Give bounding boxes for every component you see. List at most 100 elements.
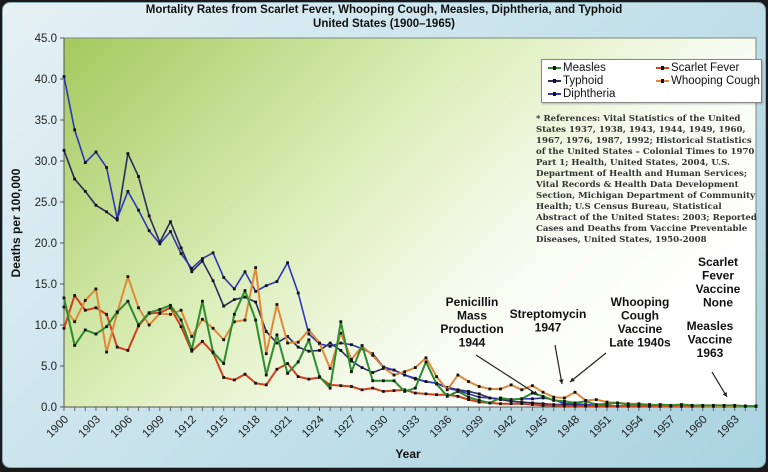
data-point-whooping-cough — [445, 388, 449, 392]
data-point-scarlet-fever — [477, 400, 481, 404]
legend-item-measles: Measles — [548, 62, 606, 74]
data-point-whooping-cough — [552, 395, 556, 399]
data-point-scarlet-fever — [105, 312, 108, 316]
data-point-scarlet-fever — [296, 375, 300, 379]
legend-item-whooping-cough: Whooping Cough — [656, 75, 760, 87]
data-point-measles — [456, 390, 460, 393]
annotation-text: Whooping — [611, 295, 670, 309]
data-point-whooping-cough — [381, 366, 385, 370]
data-point-diphtheria — [584, 403, 588, 406]
y-tick-label: 15.0 — [35, 279, 57, 291]
x-tick-label: 1930 — [364, 414, 391, 441]
data-point-scarlet-fever — [254, 381, 258, 385]
data-point-scarlet-fever — [531, 403, 534, 406]
data-point-measles — [626, 403, 630, 406]
series-layer — [62, 75, 758, 408]
data-point-measles — [605, 402, 609, 406]
data-point-scarlet-fever — [499, 402, 502, 406]
data-point-typhoid — [531, 401, 534, 405]
data-point-typhoid — [232, 298, 236, 301]
data-point-measles — [286, 371, 289, 375]
data-point-scarlet-fever — [445, 393, 449, 397]
data-point-measles — [147, 311, 151, 315]
data-point-diphtheria — [126, 189, 130, 193]
data-point-whooping-cough — [541, 390, 545, 394]
legend: Measles Scarlet Fever Typhoid Whooping C… — [541, 59, 762, 103]
x-tick-label: 1963 — [715, 414, 742, 441]
data-point-measles — [94, 332, 98, 336]
data-point-whooping-cough — [201, 317, 204, 321]
data-point-measles — [243, 289, 247, 292]
data-point-measles — [254, 318, 258, 322]
data-point-measles — [275, 333, 279, 337]
data-point-measles — [562, 399, 566, 403]
data-point-typhoid — [83, 189, 87, 193]
legend-label: Typhoid — [563, 75, 604, 87]
data-point-diphtheria — [562, 402, 566, 406]
x-tick-label: 1954 — [619, 413, 646, 440]
data-point-diphtheria — [350, 343, 353, 347]
annotation-text: Vaccine — [696, 282, 741, 296]
data-point-diphtheria — [115, 217, 119, 220]
data-point-typhoid — [158, 240, 162, 244]
data-point-measles — [222, 362, 226, 365]
data-point-measles — [531, 391, 534, 395]
data-point-scarlet-fever — [275, 367, 279, 371]
data-point-whooping-cough — [307, 328, 311, 332]
data-point-whooping-cough — [371, 353, 375, 357]
data-point-scarlet-fever — [264, 383, 268, 387]
legend-label: Diphtheria — [563, 88, 616, 100]
data-point-whooping-cough — [467, 380, 470, 383]
data-point-measles — [467, 395, 470, 399]
y-tick-label: 40.0 — [35, 74, 57, 86]
data-point-scarlet-fever — [562, 404, 566, 408]
data-point-diphtheria — [232, 287, 236, 291]
data-point-scarlet-fever — [616, 404, 619, 408]
data-point-whooping-cough — [456, 373, 460, 377]
data-point-whooping-cough — [83, 299, 87, 302]
data-point-diphtheria — [286, 261, 289, 265]
data-point-scarlet-fever — [360, 388, 364, 392]
data-point-measles — [658, 403, 662, 406]
legend-swatch-diphtheria — [548, 92, 561, 96]
data-point-measles — [328, 386, 332, 390]
data-point-typhoid — [264, 330, 268, 333]
data-point-diphtheria — [137, 208, 140, 212]
data-point-measles — [169, 303, 172, 307]
data-point-whooping-cough — [488, 387, 492, 391]
data-point-measles — [637, 403, 641, 406]
references-note: * References: Vital Statistics of the Un… — [536, 114, 757, 245]
data-point-whooping-cough — [350, 358, 353, 361]
data-point-measles — [403, 390, 407, 393]
data-point-diphtheria — [158, 242, 162, 246]
data-point-typhoid — [520, 400, 524, 404]
data-point-measles — [232, 312, 236, 316]
data-point-typhoid — [147, 214, 151, 218]
annotation-text: Production — [440, 322, 503, 336]
annotation-text: Streptomycin — [510, 307, 587, 321]
chart-title-line1: Mortality Rates from Scarlet Fever, Whoo… — [145, 4, 623, 16]
data-point-whooping-cough — [392, 373, 396, 377]
data-point-measles — [211, 350, 215, 354]
legend-item-typhoid: Typhoid — [548, 75, 603, 87]
data-point-whooping-cough — [318, 341, 321, 345]
data-point-diphtheria — [328, 344, 332, 348]
data-point-whooping-cough — [413, 366, 417, 370]
data-point-typhoid — [339, 349, 343, 352]
data-point-typhoid — [254, 300, 258, 304]
x-tick-label: 1909 — [140, 414, 167, 441]
data-point-measles — [424, 360, 428, 364]
data-point-measles — [318, 375, 321, 379]
x-tick-label: 1942 — [492, 414, 519, 441]
data-point-measles — [435, 382, 439, 386]
data-point-typhoid — [307, 349, 311, 353]
data-point-typhoid — [179, 246, 183, 250]
data-point-scarlet-fever — [115, 345, 119, 349]
data-point-whooping-cough — [126, 275, 130, 279]
data-point-typhoid — [371, 371, 375, 374]
chart-title: Mortality Rates from Scarlet Fever, Whoo… — [0, 3, 768, 31]
data-point-scarlet-fever — [73, 294, 77, 297]
